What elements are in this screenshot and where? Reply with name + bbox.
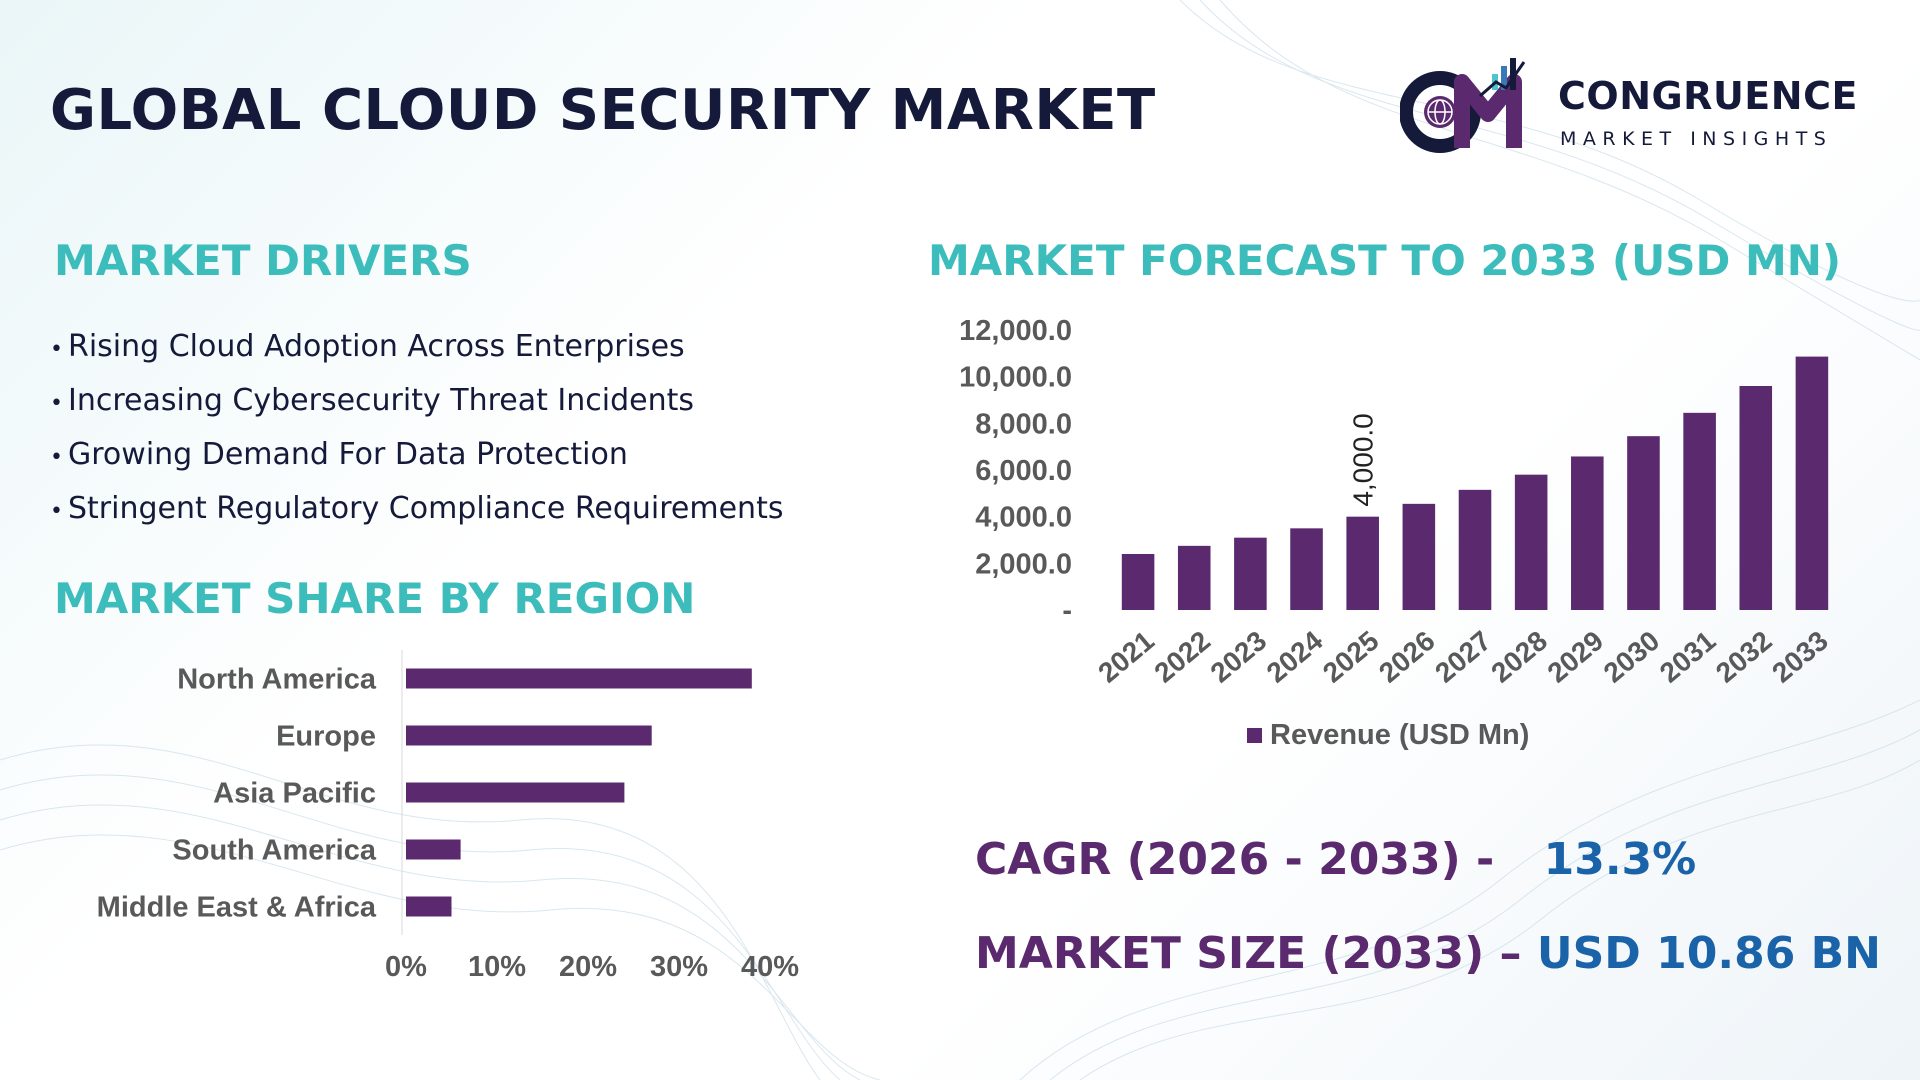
driver-text: Growing Demand For Data Protection xyxy=(68,437,628,472)
driver-item: • Stringent Regulatory Compliance Require… xyxy=(50,482,783,536)
forecast-bar xyxy=(1458,489,1492,610)
region-bar xyxy=(406,896,452,917)
bullet-marker: • xyxy=(50,391,63,416)
cagr-label: CAGR (2026 - 2033) - xyxy=(975,834,1495,885)
driver-text: Stringent Regulatory Compliance Requirem… xyxy=(68,491,784,526)
y-tick-label: 4,000.0 xyxy=(975,502,1072,534)
x-tick-label: 20% xyxy=(559,951,617,980)
forecast-bar xyxy=(1234,537,1267,610)
x-tick-label: 2031 xyxy=(1654,625,1722,689)
driver-item: • Increasing Cybersecurity Threat Inciden… xyxy=(50,374,783,428)
y-tick-label: 6,000.0 xyxy=(975,455,1072,487)
region-label: Europe xyxy=(276,721,376,753)
region-bar xyxy=(406,782,625,803)
market-size-value: USD 10.86 BN xyxy=(1536,928,1881,979)
x-tick-label: 2021 xyxy=(1092,625,1160,689)
forecast-bar xyxy=(1514,474,1548,610)
drivers-list: • Rising Cloud Adoption Across Enterprise… xyxy=(50,320,783,536)
x-tick-label: 10% xyxy=(468,951,526,980)
company-logo: CONGRUENCE MARKET INSIGHTS xyxy=(1400,52,1880,162)
y-tick-label: 10,000.0 xyxy=(959,362,1072,394)
x-tick-label: 2032 xyxy=(1710,625,1778,689)
y-tick-label: 2,000.0 xyxy=(975,548,1072,580)
x-tick-label: 2030 xyxy=(1598,625,1666,689)
driver-item: • Rising Cloud Adoption Across Enterprise… xyxy=(50,320,783,374)
bullet-marker: • xyxy=(50,445,63,470)
logo-tagline: MARKET INSIGHTS xyxy=(1560,128,1833,150)
drivers-heading: MARKET DRIVERS xyxy=(54,236,472,285)
forecast-bar xyxy=(1795,356,1829,610)
x-tick-label: 2033 xyxy=(1766,625,1834,689)
x-tick-label: 2023 xyxy=(1205,625,1273,689)
legend-swatch xyxy=(1247,728,1262,743)
forecast-bar xyxy=(1121,554,1155,610)
driver-text: Increasing Cybersecurity Threat Incident… xyxy=(68,383,695,418)
x-tick-label: 2025 xyxy=(1317,625,1385,689)
forecast-bar xyxy=(1290,528,1323,610)
x-tick-label: 40% xyxy=(741,951,799,980)
forecast-bar xyxy=(1346,516,1379,610)
region-bar xyxy=(406,725,652,746)
cagr-value: 13.3% xyxy=(1543,834,1697,885)
x-tick-label: 30% xyxy=(650,951,708,980)
forecast-heading: MARKET FORECAST TO 2033 (USD MN) xyxy=(928,236,1842,285)
bullet-marker: • xyxy=(50,499,63,524)
region-share-chart: North America Europe Asia Pacific South Ame… xyxy=(97,650,799,980)
forecast-bar xyxy=(1402,503,1436,610)
driver-text: Rising Cloud Adoption Across Enterprises xyxy=(68,329,685,364)
forecast-bar xyxy=(1683,412,1716,610)
y-tick-label: - xyxy=(1062,595,1072,627)
x-tick-label: 0% xyxy=(385,951,427,980)
x-tick-label: 2024 xyxy=(1261,625,1329,689)
bullet-marker: • xyxy=(50,337,63,362)
forecast-bar xyxy=(1571,456,1604,610)
x-tick-label: 2022 xyxy=(1148,625,1216,689)
bar-data-label: 4,000.0 xyxy=(1348,413,1379,506)
y-tick-label: 8,000.0 xyxy=(975,408,1072,440)
market-size-stat: MARKET SIZE (2033) – USD 10.86 BN xyxy=(975,928,1881,979)
region-heading: MARKET SHARE BY REGION xyxy=(54,574,696,623)
logo-name: CONGRUENCE xyxy=(1558,74,1858,118)
region-label: Middle East & Africa xyxy=(97,892,377,924)
legend-label: Revenue (USD Mn) xyxy=(1270,719,1529,751)
region-label: South America xyxy=(172,835,376,867)
market-size-label: MARKET SIZE (2033) – xyxy=(975,928,1522,979)
y-tick-label: 12,000.0 xyxy=(959,315,1072,347)
forecast-bar xyxy=(1627,436,1660,610)
region-label: Asia Pacific xyxy=(213,778,376,810)
x-tick-label: 2027 xyxy=(1429,625,1497,689)
cagr-stat: CAGR (2026 - 2033) - 13.3% xyxy=(975,834,1696,885)
forecast-bar xyxy=(1739,386,1773,610)
x-tick-label: 2028 xyxy=(1485,625,1553,689)
forecast-chart: - 2,000.0 4,000.0 6,000.0 8,000.0 10,000.0 12,… xyxy=(959,315,1834,751)
cmi-logo-icon xyxy=(1400,58,1526,153)
page-title: GLOBAL CLOUD SECURITY MARKET xyxy=(50,78,1156,143)
x-tick-label: 2029 xyxy=(1542,625,1610,689)
region-label: North America xyxy=(177,664,377,696)
driver-item: • Growing Demand For Data Protection xyxy=(50,428,783,482)
region-bar xyxy=(406,668,752,689)
x-tick-label: 2026 xyxy=(1373,625,1441,689)
forecast-bar xyxy=(1177,545,1211,610)
region-bar xyxy=(406,839,461,860)
